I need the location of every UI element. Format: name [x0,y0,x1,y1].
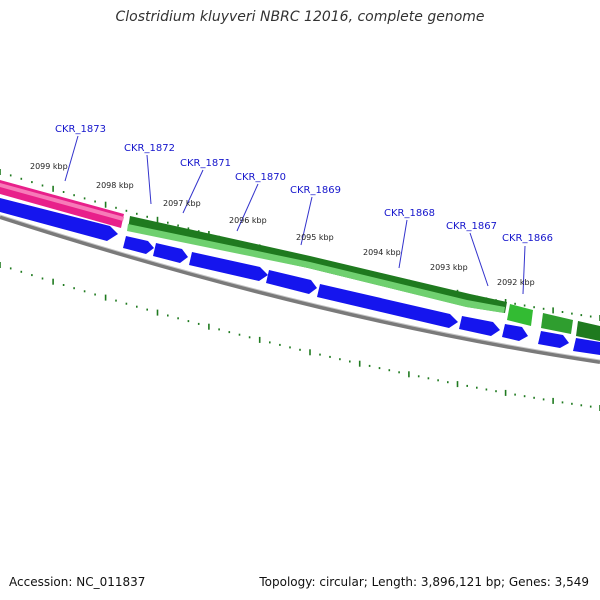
gene-label-ckr-1873: CKR_1873 [55,124,106,135]
kbp-label-2093: 2093 kbp [430,263,468,272]
kbp-label-2096: 2096 kbp [229,216,267,225]
blue-arrow [0,198,118,241]
blue-arrow [459,316,500,336]
tick-marks-inner [0,262,600,411]
blue-arrow [123,236,154,254]
kbp-label-2098: 2098 kbp [96,181,134,190]
blue-arrow [153,243,188,263]
gene-label-ckr-1868: CKR_1868 [384,208,435,219]
blue-arrow [538,331,569,348]
genome-summary-text: Topology: circular; Length: 3,896,121 bp… [259,575,589,589]
gene-label-ckr-1869: CKR_1869 [290,185,341,196]
blue-arrow [502,324,528,341]
blue-feature-arrows [0,198,600,355]
gene-label-ckr-1866: CKR_1866 [502,233,553,244]
green-feature-right [507,304,533,326]
map-title: Clostridium kluyveri NBRC 12016, complet… [115,9,485,25]
kbp-label-2094: 2094 kbp [363,248,401,257]
gene-label-ckr-1872: CKR_1872 [124,143,175,154]
gene-label-ckr-1867: CKR_1867 [446,221,497,232]
green-feature-band-light [127,224,505,313]
genome-backbone-highlight [0,214,600,361]
genome-backbone [0,215,600,364]
kbp-label-2092: 2092 kbp [497,278,535,287]
blue-arrow [266,270,317,294]
gene-label-ckr-1870: CKR_1870 [235,172,286,183]
kbp-label-2099: 2099 kbp [30,162,68,171]
green-feature-far-right-2 [576,321,600,341]
kbp-label-2097: 2097 kbp [163,199,201,208]
blue-arrow [573,338,600,355]
blue-arrow [317,284,458,328]
accession-text: Accession: NC_011837 [9,575,146,589]
kbp-label-2095: 2095 kbp [296,233,334,242]
green-feature-far-right-1 [541,313,573,334]
blue-arrow [189,252,268,281]
gene-label-ckr-1871: CKR_1871 [180,158,231,169]
gene-leader-lines [64,135,526,295]
pink-feature-highlight [0,183,124,221]
